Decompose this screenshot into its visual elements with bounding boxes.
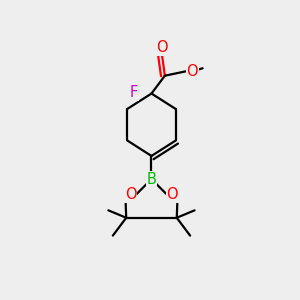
Text: O: O [156, 40, 168, 55]
Text: F: F [130, 85, 138, 100]
Text: O: O [186, 64, 198, 79]
Text: B: B [146, 172, 156, 187]
Text: O: O [167, 187, 178, 202]
Text: O: O [125, 187, 136, 202]
